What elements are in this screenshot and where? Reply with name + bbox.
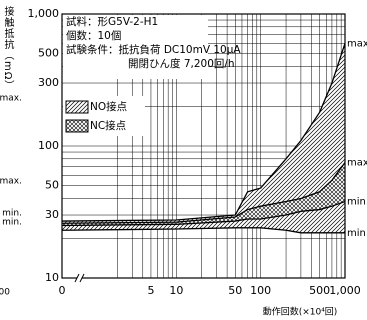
y-tick-label: 30 bbox=[45, 208, 59, 221]
x-tick-label: 50 bbox=[228, 284, 242, 297]
info-line: 試験条件：抵抗負荷 DC10mV 10μA bbox=[66, 43, 241, 56]
y-tick-label: 50 bbox=[45, 179, 59, 192]
annotation: min. bbox=[347, 228, 367, 239]
info-background bbox=[63, 15, 208, 79]
legend-label: NC接点 bbox=[90, 119, 126, 132]
plot-frame bbox=[61, 13, 346, 279]
y-axis-title: 接触抵抗（mΩ） bbox=[2, 5, 14, 92]
edge-fragment: 00 bbox=[0, 288, 10, 298]
legend-swatch bbox=[65, 119, 89, 133]
axis-break-gap bbox=[77, 275, 82, 281]
info-line: 個数：10個 bbox=[66, 29, 121, 42]
edge-fragment: min. bbox=[2, 209, 22, 219]
legend-label: NO接点 bbox=[90, 100, 127, 113]
edge-fragment: max. bbox=[0, 94, 22, 104]
y-tick-label: 1,000 bbox=[28, 7, 60, 20]
y-tick-label: 10 bbox=[45, 271, 59, 284]
legend-swatch bbox=[65, 100, 89, 114]
x-tick-label: 5 bbox=[147, 284, 154, 297]
band-edge bbox=[61, 43, 346, 222]
edge-fragment: min. bbox=[2, 218, 22, 228]
axis-break bbox=[79, 273, 85, 283]
x-tick-label: 10 bbox=[169, 284, 183, 297]
y-tick-label: 300 bbox=[38, 76, 59, 89]
x-tick-label: 1,000 bbox=[329, 284, 361, 297]
band-edge bbox=[61, 162, 346, 224]
band-area bbox=[62, 43, 345, 233]
band-area bbox=[62, 162, 345, 226]
annotation: max bbox=[347, 38, 367, 49]
x-tick-label: 100 bbox=[250, 284, 271, 297]
annotation: max bbox=[347, 157, 367, 168]
info-line: 試料：形G5V-2-H1 bbox=[66, 15, 158, 28]
band-edge bbox=[61, 227, 345, 234]
y-tick-label: 100 bbox=[38, 139, 59, 152]
annotation: min. bbox=[347, 196, 367, 207]
axis-break bbox=[74, 273, 80, 283]
x-origin-label: 0 bbox=[59, 284, 66, 297]
x-axis-title: 動作回数(×10⁴回) bbox=[263, 306, 338, 318]
band-edge bbox=[61, 200, 346, 227]
y-tick-label: 500 bbox=[38, 47, 59, 60]
legend: NO接点 NC接点 bbox=[63, 96, 145, 136]
edge-fragment: max. bbox=[0, 177, 22, 187]
info-line: 開閉ひん度 7,200回/h bbox=[128, 57, 235, 70]
x-tick-label: 500 bbox=[309, 284, 330, 297]
